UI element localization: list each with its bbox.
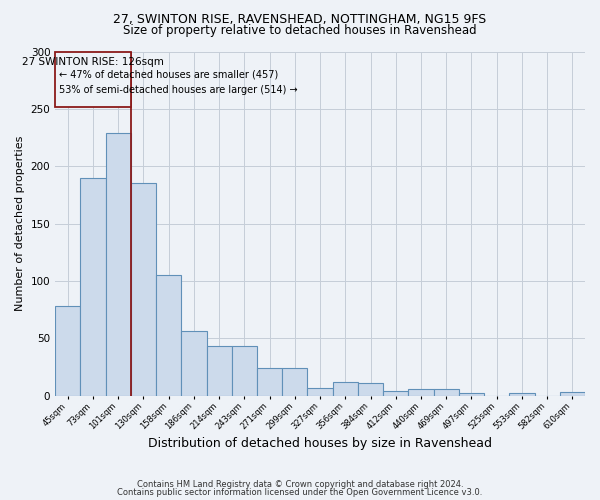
Bar <box>358 383 383 396</box>
Bar <box>156 275 181 396</box>
Bar <box>106 133 131 396</box>
Text: 27 SWINTON RISE: 126sqm: 27 SWINTON RISE: 126sqm <box>22 57 164 67</box>
Text: Contains public sector information licensed under the Open Government Licence v3: Contains public sector information licen… <box>118 488 482 497</box>
Bar <box>307 388 332 396</box>
Bar <box>232 346 257 396</box>
Bar <box>55 306 80 396</box>
Y-axis label: Number of detached properties: Number of detached properties <box>15 136 25 311</box>
Bar <box>206 346 232 396</box>
Text: ← 47% of detached houses are smaller (457): ← 47% of detached houses are smaller (45… <box>59 70 278 80</box>
Text: 27, SWINTON RISE, RAVENSHEAD, NOTTINGHAM, NG15 9FS: 27, SWINTON RISE, RAVENSHEAD, NOTTINGHAM… <box>113 12 487 26</box>
Bar <box>459 394 484 396</box>
Bar <box>257 368 282 396</box>
Bar <box>282 368 307 396</box>
Bar <box>509 394 535 396</box>
Bar <box>560 392 585 396</box>
Bar <box>80 178 106 396</box>
Bar <box>383 391 409 396</box>
Bar <box>181 332 206 396</box>
Text: Size of property relative to detached houses in Ravenshead: Size of property relative to detached ho… <box>123 24 477 37</box>
Text: Contains HM Land Registry data © Crown copyright and database right 2024.: Contains HM Land Registry data © Crown c… <box>137 480 463 489</box>
Bar <box>434 388 459 396</box>
Bar <box>409 388 434 396</box>
X-axis label: Distribution of detached houses by size in Ravenshead: Distribution of detached houses by size … <box>148 437 492 450</box>
Text: 53% of semi-detached houses are larger (514) →: 53% of semi-detached houses are larger (… <box>59 85 298 95</box>
Bar <box>131 184 156 396</box>
Bar <box>55 52 131 106</box>
Bar <box>332 382 358 396</box>
